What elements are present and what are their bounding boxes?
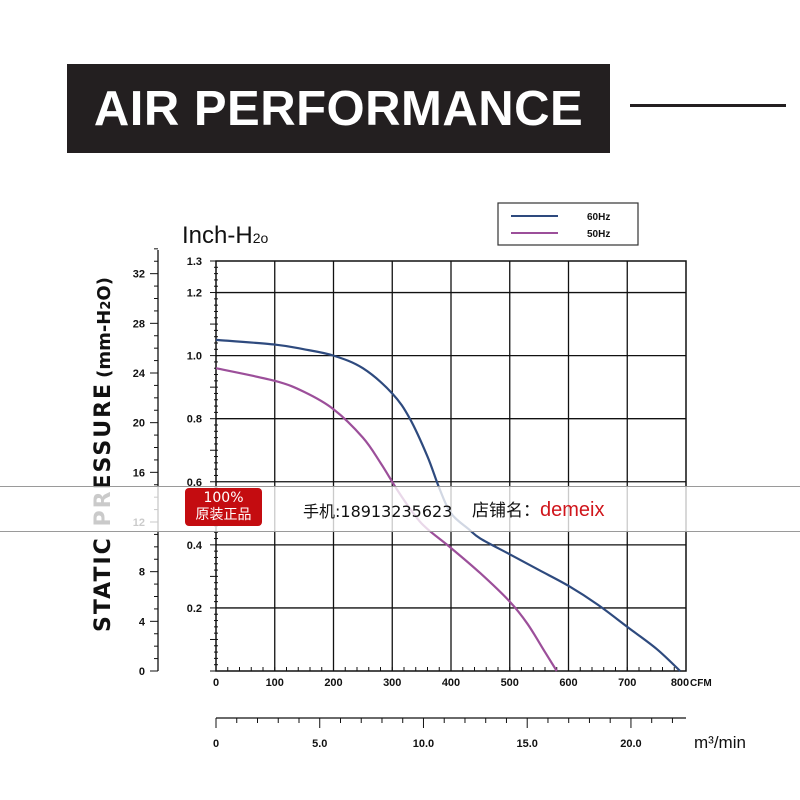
grid	[215, 260, 687, 672]
x-tick-label-m3: 0	[213, 738, 219, 750]
x-tick-label-m3: 20.0	[620, 738, 641, 750]
x-tick-label-m3: 15.0	[516, 738, 537, 750]
legend-label-60hz: 60Hz	[587, 212, 610, 223]
badge-line-2: 原装正品	[195, 507, 252, 523]
phone-text: 手机:18913235623	[303, 502, 453, 521]
y-tick-label-mm: 16	[133, 467, 145, 479]
y-tick-label-mm: 0	[139, 666, 145, 678]
y-tick-label-mm: 24	[133, 368, 146, 380]
y-tick-label-inch: 0.2	[187, 603, 202, 615]
x-tick-label: 0	[213, 677, 219, 689]
page-title: AIR PERFORMANCE	[93, 81, 584, 136]
title-rule	[630, 104, 786, 107]
y-unit-label: Inch-H2o	[182, 222, 268, 249]
watermark-banner	[0, 486, 800, 532]
authentic-badge: 100% 原装正品	[185, 488, 262, 526]
y-tick-label-mm: 28	[133, 318, 145, 330]
x-tick-label: 300	[383, 677, 401, 689]
y-tick-label-mm: 8	[139, 567, 145, 579]
y-tick-label-inch: 0.6	[187, 477, 202, 489]
y-tick-label-mm: 4	[139, 616, 146, 628]
x-tick-label: 500	[501, 677, 519, 689]
x-unit-m3: m³/min	[694, 733, 746, 752]
y-tick-label-mm: 20	[133, 418, 145, 430]
legend: 60Hz 50Hz	[497, 202, 639, 246]
x-unit-cfm: CFM	[690, 678, 712, 689]
legend-label-50hz: 50Hz	[587, 229, 610, 240]
x-tick-label: 700	[618, 677, 636, 689]
y-tick-label-inch: 1.3	[187, 256, 202, 268]
x-tick-label: 800	[671, 677, 689, 689]
x-tick-label-m3: 10.0	[413, 738, 434, 750]
y-tick-label-mm: 32	[133, 269, 145, 281]
store-name: demeix	[540, 499, 605, 521]
x-tick-label: 100	[266, 677, 284, 689]
x-tick-label: 600	[559, 677, 577, 689]
y-axis-title: STATIC PRESSURE(mm-H2O)	[91, 277, 116, 632]
x-tick-label: 200	[324, 677, 342, 689]
y-tick-label-inch: 1.2	[187, 288, 202, 300]
legend-box	[497, 202, 639, 246]
y-tick-label-inch: 0.4	[187, 540, 203, 552]
store-label: 店铺名：	[472, 501, 540, 521]
store-text: 店铺名：demeix	[472, 496, 604, 522]
x-tick-label: 400	[442, 677, 460, 689]
y-tick-label-inch: 0.8	[187, 414, 202, 426]
badge-line-1: 100%	[203, 490, 244, 506]
y-tick-label-inch: 1.0	[187, 351, 202, 363]
title-block: AIR PERFORMANCE	[67, 64, 610, 153]
x-tick-label-m3: 5.0	[312, 738, 327, 750]
